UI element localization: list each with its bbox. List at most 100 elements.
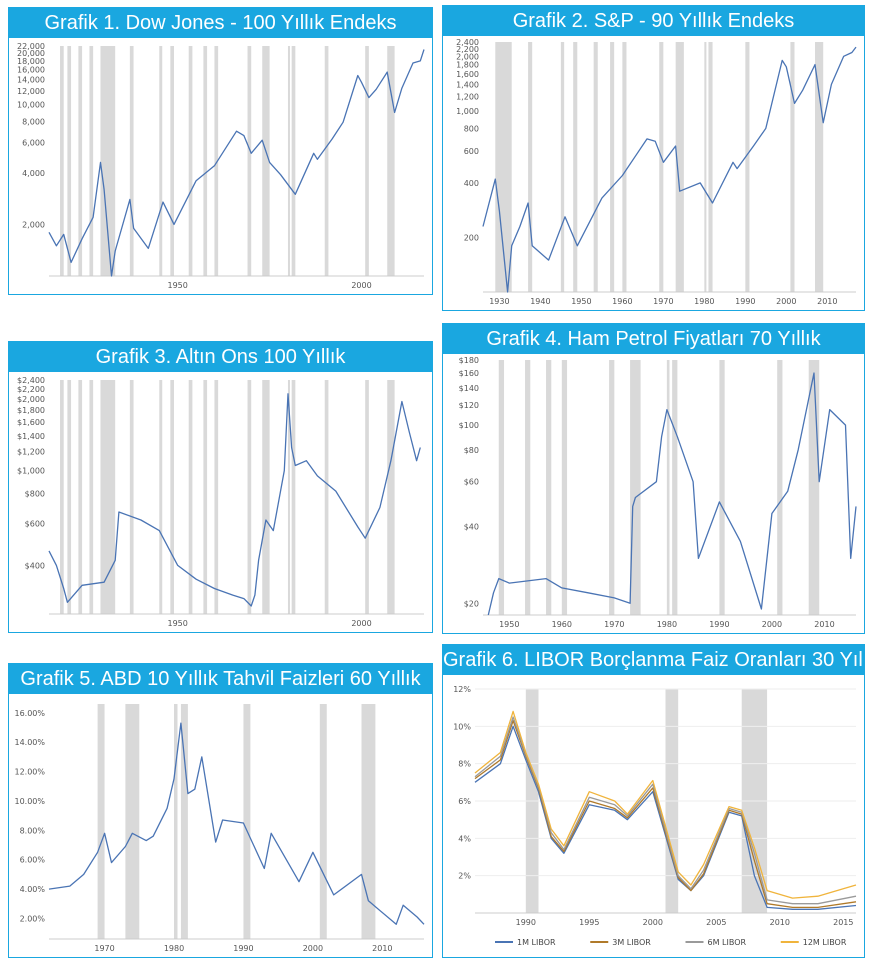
recession-band: [719, 360, 725, 615]
series-line: [474, 710, 857, 899]
series-line: [48, 722, 425, 925]
recession-band: [745, 42, 750, 292]
recession-band: [815, 42, 824, 292]
y-tick-label: $1,800: [17, 406, 45, 415]
y-tick-label: 2%: [458, 872, 471, 881]
x-tick-label: 1980: [657, 620, 677, 629]
y-tick-label: 2,400: [456, 38, 479, 47]
y-tick-label: $100: [459, 421, 479, 430]
y-tick-label: 1,200: [456, 93, 479, 102]
x-tick-label: 2000: [303, 944, 323, 953]
y-tick-label: 6%: [458, 797, 471, 806]
x-tick-label: 1950: [499, 620, 519, 629]
y-tick-label: 1,600: [456, 70, 479, 79]
y-tick-label: $1,400: [17, 432, 45, 441]
recession-band: [561, 360, 568, 615]
recession-band: [675, 42, 684, 292]
recession-band: [672, 360, 678, 615]
recession-band: [319, 704, 327, 939]
y-tick-label: $80: [464, 446, 479, 455]
y-tick-label: 8.00%: [20, 826, 46, 835]
series-line: [48, 393, 421, 607]
y-tick-label: $1,600: [17, 418, 45, 427]
x-tick-label: 1990: [735, 297, 755, 306]
y-tick-label: $60: [464, 478, 479, 487]
y-tick-label: $800: [25, 490, 45, 499]
recession-band: [659, 42, 664, 292]
y-tick-label: $2,400: [17, 376, 45, 385]
recession-band: [188, 46, 193, 276]
x-tick-label: 1970: [604, 620, 624, 629]
y-tick-label: 1,000: [456, 107, 479, 116]
y-tick-label: $400: [25, 561, 45, 570]
y-tick-label: $1,000: [17, 467, 45, 476]
series-line: [474, 720, 857, 909]
recession-band: [324, 46, 329, 276]
recession-band: [159, 46, 163, 276]
recession-band: [365, 46, 369, 276]
recession-band: [60, 380, 64, 614]
recession-band: [291, 46, 296, 276]
chart-title: Grafik 1. Dow Jones - 100 Yıllık Endeks: [9, 8, 432, 38]
x-tick-label: 2015: [833, 918, 853, 927]
x-tick-label: 1960: [612, 297, 632, 306]
recession-band: [243, 704, 251, 939]
y-tick-label: $20: [464, 599, 479, 608]
recession-band: [528, 42, 533, 292]
recession-band: [89, 46, 94, 276]
recession-band: [125, 704, 140, 939]
chart-title: Grafik 6. LIBOR Borçlanma Faiz Oranları …: [443, 645, 864, 675]
recession-band: [67, 380, 72, 614]
x-tick-label: 2000: [762, 620, 782, 629]
y-tick-label: 200: [464, 233, 479, 242]
y-tick-label: $160: [459, 369, 479, 378]
recession-band: [129, 380, 134, 614]
x-tick-label: 2000: [776, 297, 796, 306]
x-tick-label: 1950: [571, 297, 591, 306]
recession-band: [387, 380, 395, 614]
series-line: [474, 716, 857, 905]
recession-band: [324, 380, 329, 614]
legend-label: 1M LIBOR: [517, 938, 556, 947]
x-tick-label: 1970: [94, 944, 114, 953]
x-tick-label: 2010: [770, 918, 790, 927]
recession-band: [777, 360, 783, 615]
x-tick-label: 2010: [817, 297, 837, 306]
y-tick-label: 18,000: [17, 57, 45, 66]
recession-band: [262, 46, 270, 276]
y-tick-label: 16,000: [17, 66, 45, 75]
recession-band: [495, 42, 512, 292]
recession-band: [593, 42, 598, 292]
chart-title: Grafik 2. S&P - 90 Yıllık Endeks: [443, 6, 864, 36]
y-tick-label: $1,200: [17, 448, 45, 457]
y-tick-label: 4.00%: [20, 885, 46, 894]
y-tick-label: 4,000: [22, 169, 45, 178]
y-tick-label: 20,000: [17, 49, 45, 58]
chart-panel-gold: Grafik 3. Altın Ons 100 Yıllık $2,400 $2,…: [8, 341, 433, 633]
chart-svg: 16.00% 14.00% 12.00% 10.00% 8.00% 6.00% 4.00% 2…: [14, 704, 425, 953]
chart-svg: 12% 10% 8% 6% 4% 2% 1990 1995 2000 2005 2010 2015 1M…: [453, 685, 857, 947]
x-tick-label: 1990: [709, 620, 729, 629]
y-tick-label: 14.00%: [14, 738, 45, 747]
y-tick-label: 2,200: [456, 45, 479, 54]
recession-band: [180, 704, 188, 939]
y-tick-label: 10%: [453, 722, 471, 731]
recession-band: [129, 46, 134, 276]
recession-band: [97, 704, 105, 939]
y-tick-label: 6,000: [22, 139, 45, 148]
recession-band: [291, 380, 296, 614]
recession-band: [247, 380, 252, 614]
recession-band: [174, 704, 178, 939]
chart-panel-libor: Grafik 6. LIBOR Borçlanma Faiz Oranları …: [442, 644, 865, 958]
y-tick-label: 2,000: [456, 52, 479, 61]
recession-band: [666, 360, 670, 615]
y-tick-label: 12,000: [17, 87, 45, 96]
y-tick-label: 22,000: [17, 42, 45, 51]
y-tick-label: 10,000: [17, 101, 45, 110]
recession-band: [170, 380, 174, 614]
y-tick-label: 2,000: [22, 220, 45, 229]
series-line: [482, 46, 857, 293]
x-tick-label: 1950: [167, 619, 187, 628]
